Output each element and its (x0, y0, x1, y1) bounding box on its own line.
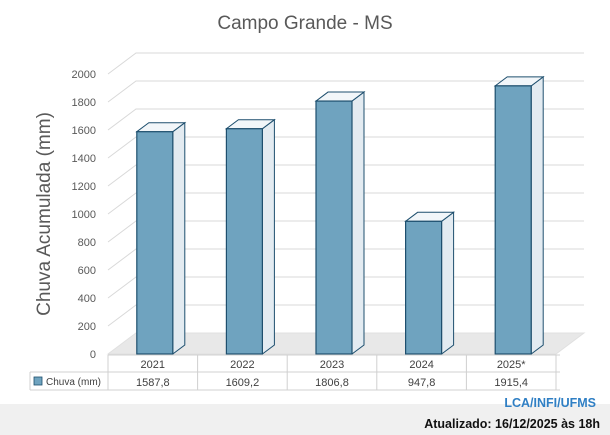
bar-side (441, 211, 455, 355)
x-tick-label: 2024 (409, 359, 433, 371)
data-label: 947,8 (408, 377, 436, 389)
bar (494, 85, 532, 355)
y-tick-label: 600 (78, 265, 96, 277)
gridline (107, 192, 584, 215)
updated-timestamp: Atualizado: 16/12/2025 às 18h (424, 417, 600, 431)
gridline (107, 136, 584, 159)
y-tick-label: 1200 (72, 181, 96, 193)
bar (315, 100, 353, 355)
legend-label: Chuva (mm) (46, 377, 101, 388)
y-tick-label: 1400 (72, 153, 96, 165)
x-tick-label: 2022 (230, 359, 254, 371)
data-label: 1806,8 (315, 377, 349, 389)
bar-side (172, 121, 186, 355)
y-tick-label: 800 (78, 237, 96, 249)
credit-label: LCA/INFI/UFMS (504, 396, 596, 410)
data-label: 1915,4 (494, 377, 528, 389)
gridline (107, 52, 584, 75)
gridline (107, 108, 584, 131)
data-label: 1587,8 (136, 377, 170, 389)
y-tick-label: 1600 (72, 125, 96, 137)
bar (136, 131, 174, 355)
bar (405, 220, 443, 355)
bar-side (351, 91, 365, 355)
x-tick-label: 2021 (141, 359, 165, 371)
y-tick-label: 1000 (72, 209, 96, 221)
y-axis-label: Chuva Acumulada (mm) (34, 112, 55, 316)
x-tick-label: 2025* (497, 359, 526, 371)
bar-side (530, 75, 544, 355)
y-tick-label: 0 (90, 349, 96, 361)
chart-title: Campo Grande - MS (217, 13, 392, 34)
gridline (107, 164, 584, 187)
footer-band (0, 404, 610, 435)
y-tick-label: 1800 (72, 97, 96, 109)
bar-side (261, 118, 275, 355)
data-label: 1609,2 (226, 377, 260, 389)
legend-swatch (33, 376, 43, 386)
y-tick-label: 2000 (72, 69, 96, 81)
y-tick-label: 200 (78, 321, 96, 333)
bar (225, 128, 263, 355)
gridline (107, 80, 584, 103)
x-tick-label: 2023 (320, 359, 344, 371)
y-tick-label: 400 (78, 293, 96, 305)
